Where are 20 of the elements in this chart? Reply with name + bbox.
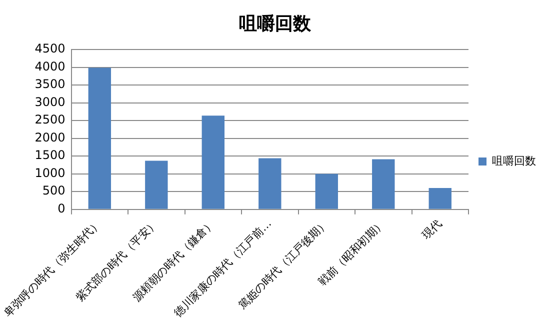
bar <box>258 158 282 209</box>
y-tick-label: 3000 <box>34 94 66 109</box>
bar <box>88 68 112 209</box>
y-tick-label: 3500 <box>34 77 66 92</box>
bar <box>428 188 452 209</box>
bar <box>145 160 168 209</box>
y-tick-label: 1000 <box>34 166 66 180</box>
legend-label: 咀嚼回数 <box>492 154 536 168</box>
y-tick-label: 2500 <box>34 112 66 127</box>
y-tick-label: 4500 <box>34 42 66 56</box>
x-tick-label: 現代 <box>420 216 444 242</box>
y-tick-label: 0 <box>58 201 66 216</box>
y-tick-label: 1500 <box>34 148 66 162</box>
bar <box>315 174 338 209</box>
chart-title: 咀嚼回数 <box>239 13 312 34</box>
y-tick-label: 500 <box>42 184 66 198</box>
y-tick-label: 4000 <box>34 59 66 74</box>
y-tick-label: 2000 <box>34 130 66 144</box>
bar <box>202 116 224 209</box>
bar <box>372 159 395 209</box>
